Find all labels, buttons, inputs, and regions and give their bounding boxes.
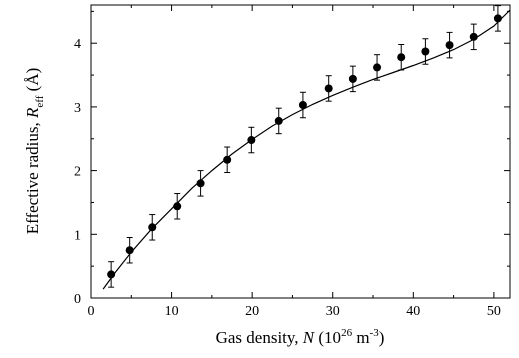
data-point: [148, 223, 157, 232]
data-point: [107, 270, 116, 279]
data-point: [298, 101, 307, 110]
data-point: [173, 202, 182, 211]
y-tick-label: 4: [74, 37, 81, 52]
x-axis-label-mid: m: [352, 328, 369, 347]
x-tick-label: 50: [487, 304, 501, 319]
data-point: [196, 179, 205, 188]
x-tick-label: 40: [406, 304, 420, 319]
x-tick-label: 10: [165, 304, 179, 319]
x-tick-label: 30: [326, 304, 340, 319]
y-axis-label: Effective radius, Reff (Å): [23, 68, 46, 235]
x-axis-label-exponent: 26: [341, 327, 353, 339]
y-axis-label-suffix: (Å): [23, 68, 42, 96]
y-axis-label-variable: R: [23, 107, 42, 119]
x-axis-label-variable: N: [302, 328, 316, 347]
data-point: [373, 63, 382, 72]
data-point: [125, 246, 134, 255]
data-point: [445, 41, 454, 50]
y-tick-label: 1: [74, 228, 81, 243]
x-axis-label-exponent2: -3: [370, 327, 380, 339]
x-tick-label: 0: [88, 304, 95, 319]
y-tick-label: 0: [74, 292, 81, 307]
data-point: [493, 14, 502, 23]
data-point: [348, 74, 357, 83]
y-axis-label-prefix: Effective radius,: [23, 118, 42, 234]
data-point: [274, 116, 283, 125]
data-points: [107, 5, 502, 288]
data-point: [421, 47, 430, 56]
plot-frame: [90, 4, 511, 299]
data-point: [223, 155, 232, 164]
y-axis-label-subscript: eff: [34, 95, 46, 107]
y-tick-label: 3: [74, 101, 81, 116]
data-point: [397, 53, 406, 62]
data-point: [247, 136, 256, 145]
data-point: [324, 84, 333, 93]
fit-curve: [102, 9, 511, 290]
tick-labels: 0 10 20 30 40 50 0 1 2 3 4: [74, 37, 501, 319]
x-tick-label: 20: [245, 304, 259, 319]
y-tick-label: 2: [74, 165, 81, 180]
data-point: [469, 32, 478, 41]
x-axis-label: Gas density, N (1026 m-3): [216, 327, 385, 347]
x-axis-label-prefix: Gas density,: [216, 328, 303, 347]
axis-ticks: [90, 5, 510, 299]
x-axis-label-open: (10: [314, 328, 341, 347]
x-axis-label-close: ): [379, 328, 385, 347]
